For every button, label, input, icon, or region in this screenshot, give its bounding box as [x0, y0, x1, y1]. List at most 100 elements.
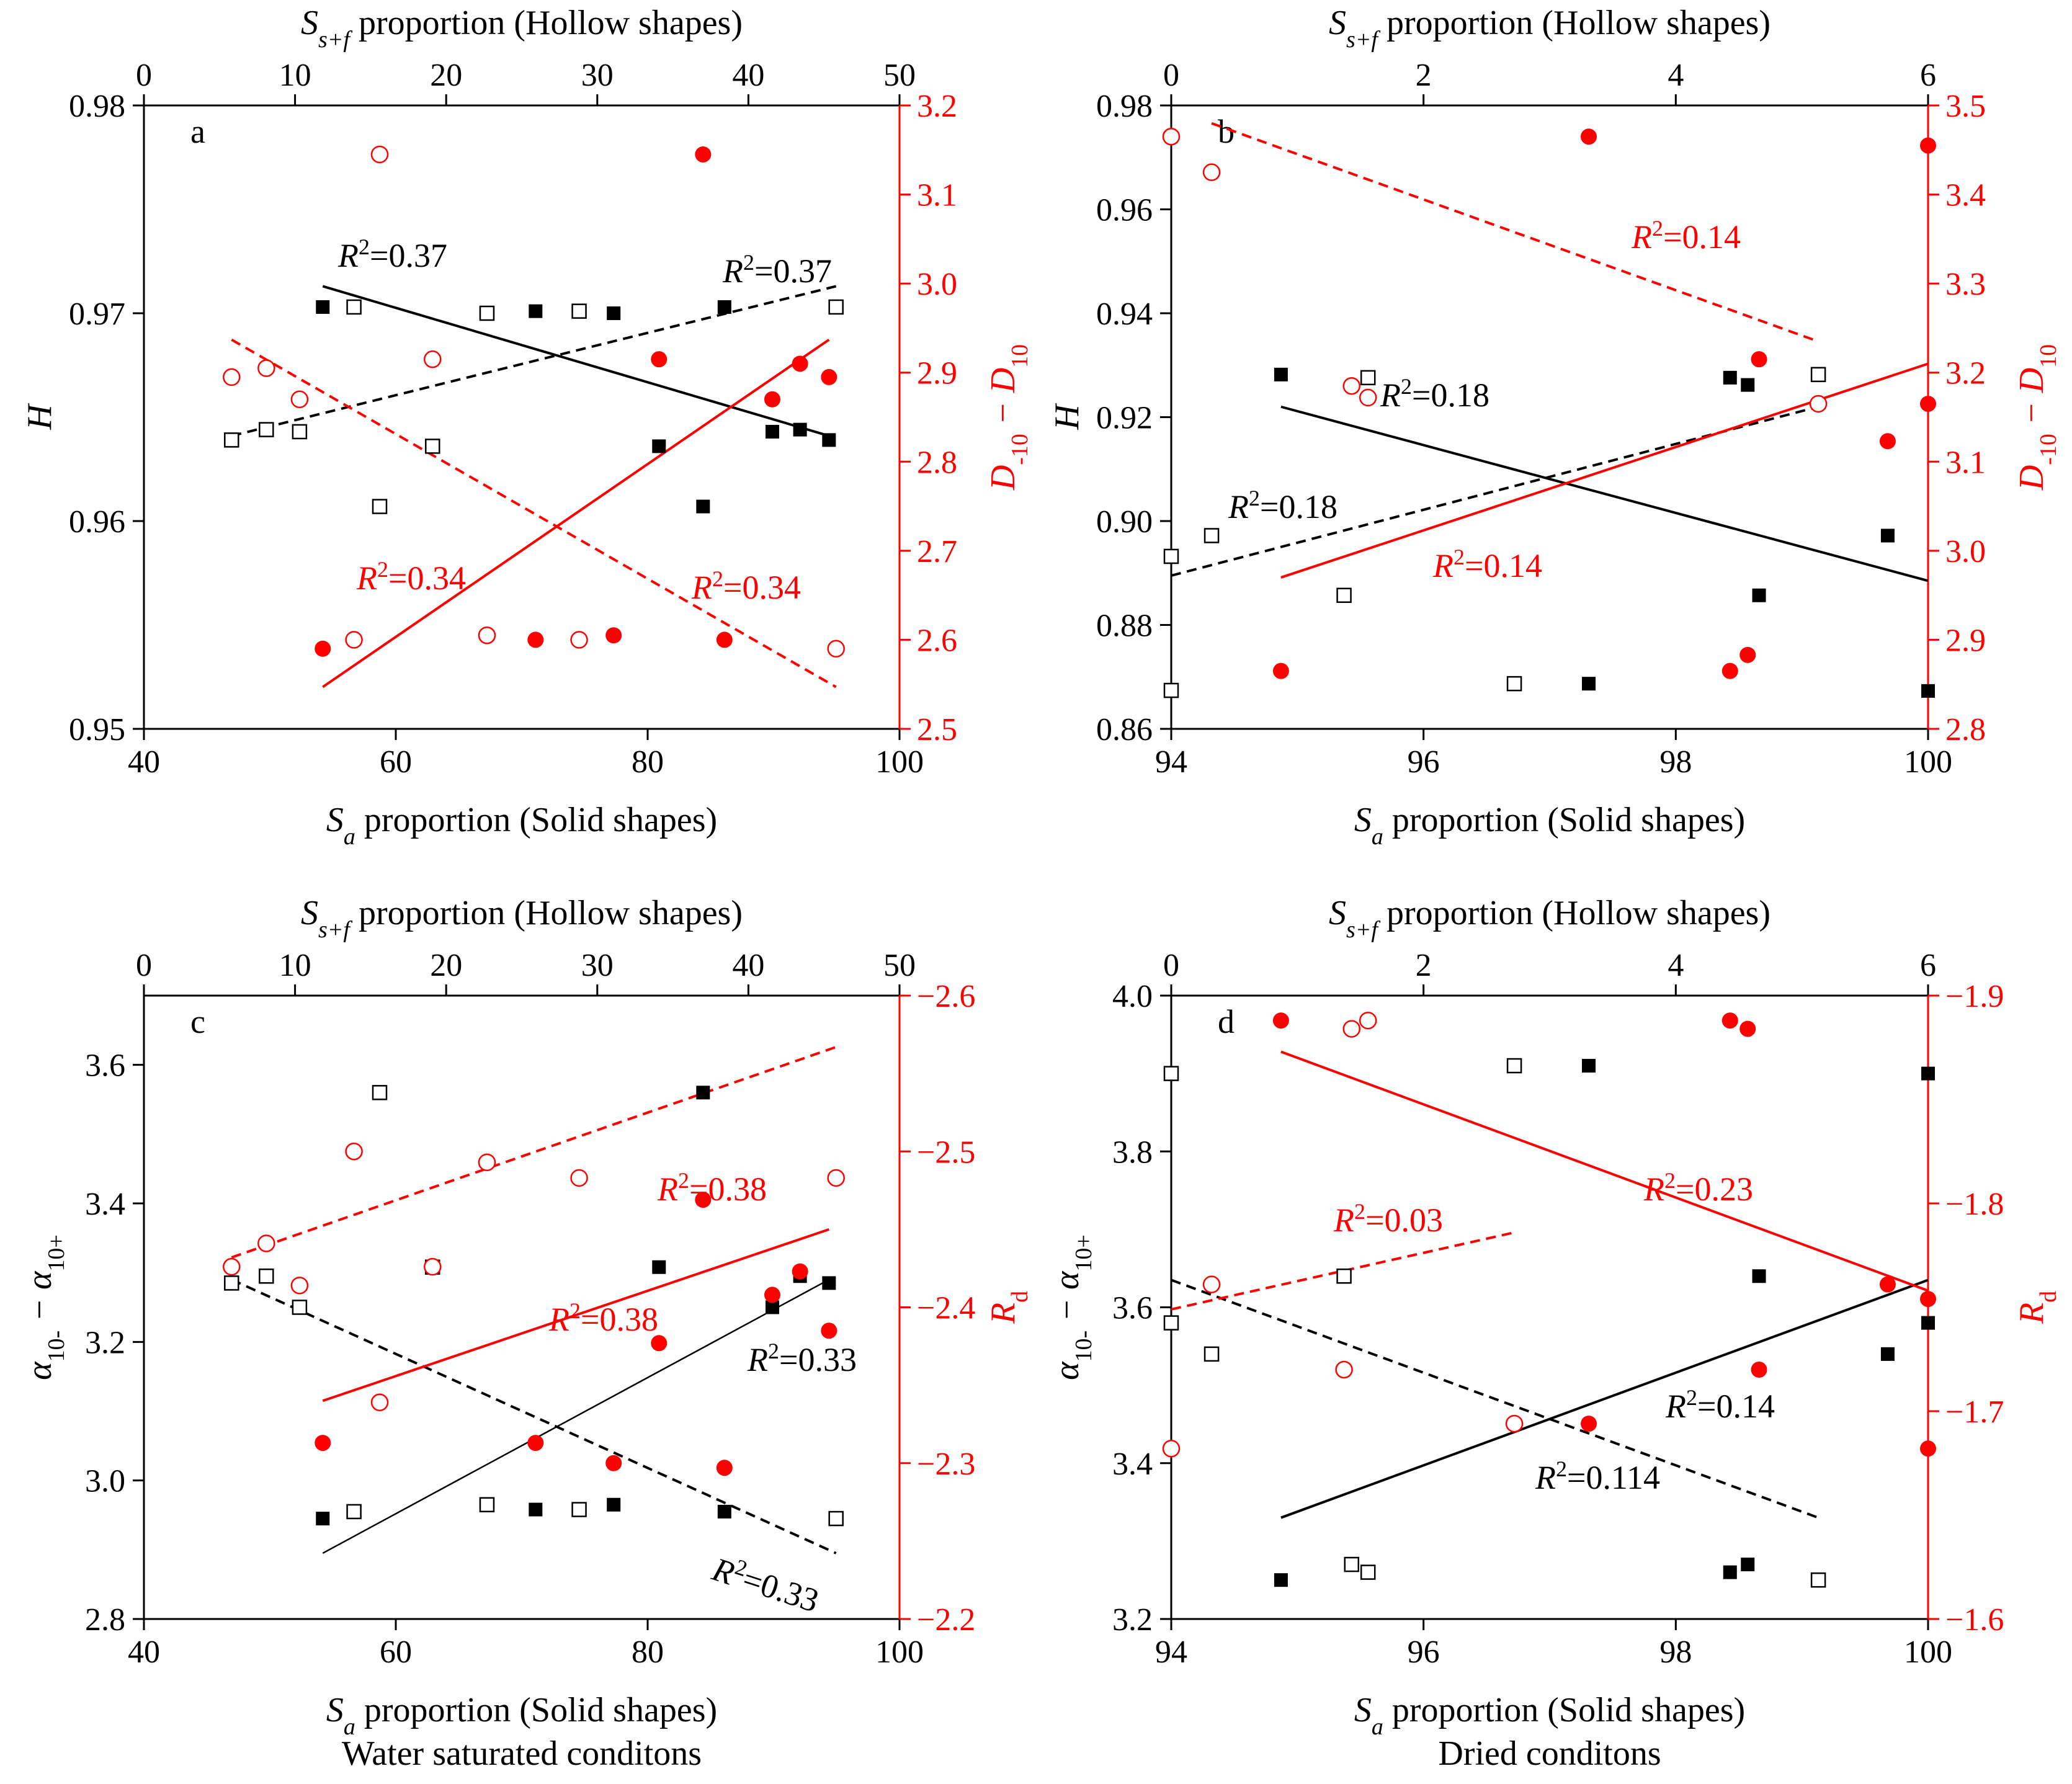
y-left-tick-label: 0.98 [1096, 89, 1153, 124]
y-right-tick-label: 2.9 [917, 356, 957, 391]
filled-circle-point [1581, 1416, 1597, 1432]
filled-square-point [765, 1300, 779, 1314]
hollow-square-point [571, 303, 587, 319]
y-right-tick-label: −1.8 [1945, 1187, 2004, 1222]
x2-tick-label: 10 [279, 948, 311, 983]
dashed-fit-line [1171, 1278, 1819, 1519]
filled-square-point [316, 1512, 330, 1526]
hollow-circle-point [1505, 1414, 1524, 1433]
hollow-circle-point [1162, 128, 1181, 146]
y-right-tick-label: −1.7 [1945, 1394, 2004, 1430]
solid-fit-line [1280, 1278, 1929, 1519]
filled-square-point [1921, 684, 1935, 698]
hollow-square-point [1163, 1315, 1179, 1331]
y-right-tick-label: 3.0 [1945, 534, 1986, 569]
y-right-tick-label: −1.6 [1945, 1602, 2004, 1638]
x2-tick-label: 10 [279, 58, 311, 93]
r2-annotation: R2=0.18 [1380, 374, 1489, 414]
dashed-fit-line [231, 285, 837, 437]
y-right-tick-label: 2.8 [917, 445, 957, 480]
hollow-square-point [1344, 1556, 1360, 1572]
x2-tick-label: 6 [1920, 58, 1936, 93]
hollow-square-point [224, 1275, 239, 1291]
r2-annotation: R2=0.23 [1643, 1168, 1753, 1208]
panel-label: d [1218, 1003, 1235, 1040]
hollow-square-point [479, 305, 495, 321]
y-right-axis-label: D-10 − D10 [2012, 344, 2061, 491]
filled-circle-point [1879, 1276, 1896, 1293]
hollow-circle-point [478, 627, 496, 644]
x-tick-label: 60 [380, 1635, 412, 1670]
y-left-tick-label: 3.2 [1112, 1602, 1153, 1638]
filled-circle-point [1920, 1291, 1936, 1308]
y-right-tick-label: −2.3 [917, 1447, 975, 1482]
x2-tick-label: 4 [1668, 58, 1684, 93]
filled-square-point [1921, 1316, 1935, 1330]
hollow-circle-point [1202, 163, 1221, 181]
filled-square-point [1921, 1066, 1935, 1081]
solid-fit-line [1280, 362, 1929, 579]
hollow-circle-point [257, 359, 275, 377]
filled-square-point [765, 424, 779, 439]
solid-fit-line [1280, 405, 1929, 582]
y-left-tick-label: 3.8 [1112, 1135, 1153, 1170]
y-right-tick-label: 2.8 [1945, 712, 1986, 747]
x2-tick-label: 40 [732, 58, 764, 93]
r2-annotation: R2=0.37 [722, 250, 832, 290]
y-right-tick-label: −2.5 [917, 1135, 975, 1170]
hollow-square-point [346, 1504, 362, 1520]
y-right-tick-label: 3.3 [1945, 267, 1986, 302]
dashed-fit-line [231, 338, 837, 689]
hollow-circle-point [345, 1143, 363, 1161]
solid-fit-line [322, 1228, 829, 1403]
x2-tick-label: 0 [1163, 58, 1179, 93]
y-right-tick-label: 3.0 [917, 267, 957, 302]
hollow-square-point [1360, 1564, 1376, 1580]
filled-circle-point [1751, 351, 1767, 368]
panel-c: 40 60 80 100 0 10 20 30 40 50 2.8 3.0 3.2 3.4 3.6 −2.2 −… [20, 894, 1033, 1773]
hollow-circle-point [827, 1169, 845, 1187]
filled-square-point [1741, 1558, 1755, 1572]
hollow-square-point [1163, 682, 1179, 698]
filled-square-point [1274, 1573, 1288, 1587]
r2-annotation: R2=0.33 [747, 1339, 857, 1378]
x2-tick-label: 0 [1163, 948, 1179, 983]
x-tick-label: 96 [1408, 744, 1440, 780]
filled-square-point [529, 1502, 543, 1517]
hollow-square-point [292, 424, 308, 440]
y-left-tick-label: 0.86 [1096, 712, 1153, 747]
y-right-tick-label: −2.6 [917, 979, 975, 1014]
r2-annotation: R2=0.34 [356, 557, 466, 597]
panel-d: 94 96 98 100 0 2 4 6 3.2 3.4 3.6 3.8 4.0 −1.6 −1.7 −1.8… [1048, 894, 2061, 1773]
filled-square-point [1880, 529, 1895, 543]
r2-annotation: R2=0.14 [1631, 216, 1741, 256]
x-tick-label: 94 [1155, 744, 1187, 780]
filled-square-point [717, 1504, 731, 1519]
filled-square-point [1752, 588, 1766, 602]
y-left-axis-label: α10- − α10+ [20, 1234, 69, 1380]
x2-tick-label: 50 [883, 58, 916, 93]
y-left-tick-label: 0.88 [1096, 609, 1153, 644]
hollow-square-point [1360, 370, 1376, 386]
dashed-fit-line [1171, 1231, 1515, 1311]
x-tick-label: 40 [128, 1635, 160, 1670]
r2-annotation: R2=0.38 [657, 1168, 767, 1208]
y-right-tick-label: 2.6 [917, 623, 957, 658]
hollow-square-point [1163, 1066, 1179, 1081]
filled-square-point [1274, 367, 1288, 381]
solid-fit-line [1280, 1050, 1929, 1292]
hollow-square-point [425, 439, 440, 454]
filled-circle-point [1581, 128, 1597, 145]
panel-label: c [190, 1003, 205, 1040]
x2-tick-label: 2 [1416, 58, 1432, 93]
filled-circle-point [716, 631, 733, 648]
y-left-tick-label: 2.8 [85, 1602, 125, 1638]
filled-circle-point [1739, 646, 1756, 663]
r2-annotation: R2=0.34 [691, 566, 801, 606]
filled-circle-point [792, 355, 808, 372]
hollow-square-point [571, 1502, 587, 1517]
x2-tick-label: 6 [1920, 948, 1936, 983]
filled-square-point [793, 422, 807, 437]
filled-circle-point [1920, 137, 1936, 154]
